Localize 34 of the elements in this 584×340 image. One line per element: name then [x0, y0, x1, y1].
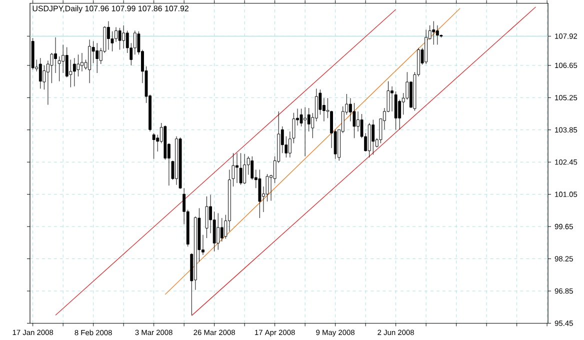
candlestick — [372, 120, 375, 156]
candlestick — [220, 218, 224, 242]
candlestick — [318, 89, 322, 115]
candlestick — [390, 86, 394, 112]
candlestick — [65, 47, 68, 78]
candlestick — [239, 152, 242, 186]
candlestick — [205, 196, 208, 238]
candlestick — [54, 37, 57, 74]
candlestick — [122, 25, 126, 49]
candlestick — [250, 156, 254, 180]
candlestick — [72, 58, 76, 87]
candlestick — [114, 27, 118, 42]
candlestick — [300, 108, 303, 127]
candlestick — [107, 21, 110, 50]
candlestick — [80, 52, 84, 72]
candlestick — [118, 28, 122, 50]
candlestick — [96, 42, 99, 74]
candlestick — [88, 39, 92, 84]
candlestick — [432, 21, 436, 45]
candlestick — [38, 58, 42, 89]
candlestick — [42, 65, 46, 90]
candlestick — [436, 25, 439, 45]
candlestick — [243, 154, 246, 184]
candlestick — [258, 170, 262, 218]
candlestick — [62, 44, 65, 74]
candlestick — [152, 132, 156, 160]
candlestick — [304, 107, 307, 157]
candlestick — [307, 108, 310, 132]
candlestick — [76, 54, 80, 77]
candlestick — [236, 152, 238, 184]
candlestick — [216, 213, 220, 250]
candlestick — [69, 59, 72, 88]
candlestick — [394, 91, 398, 130]
candlestick — [58, 56, 61, 82]
